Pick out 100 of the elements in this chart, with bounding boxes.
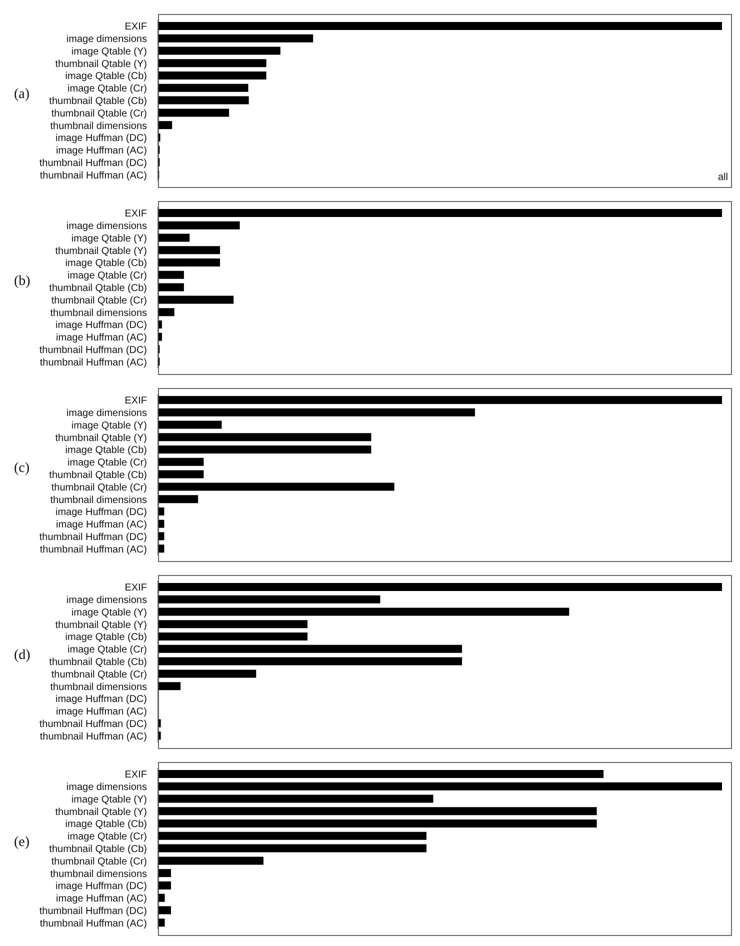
y-tick-label: thumbnail Qtable (Cb) — [49, 470, 147, 481]
bar — [158, 84, 248, 92]
bar — [158, 906, 171, 914]
bar — [158, 632, 308, 641]
bar — [158, 894, 165, 902]
bar — [158, 583, 722, 591]
bar — [158, 221, 240, 230]
y-tick-label: image Huffman (DC) — [55, 133, 147, 144]
bar — [158, 608, 570, 616]
bar — [158, 881, 171, 890]
y-tick-label: image Qtable (Y) — [71, 46, 147, 58]
bar — [158, 296, 234, 304]
text: (a) — [14, 87, 30, 102]
bar — [158, 495, 198, 504]
bar — [158, 644, 462, 653]
y-tick-label: image Huffman (DC) — [55, 881, 147, 892]
bar — [158, 308, 174, 316]
y-tick-label: thumbnail Qtable (Cr) — [51, 669, 147, 680]
y-tick-label: image Huffman (DC) — [55, 320, 147, 332]
y-tick-label: EXIF — [124, 770, 147, 781]
bar — [158, 258, 220, 267]
y-tick-label: image Huffman (AC) — [56, 520, 147, 531]
bar — [158, 856, 264, 865]
y-tick-label: thumbnail Qtable (Y) — [55, 620, 147, 631]
y-tick-label: thumbnail Huffman (AC) — [40, 731, 147, 742]
annotation: all — [718, 172, 728, 183]
y-tick-label: EXIF — [124, 396, 147, 407]
bar — [158, 408, 475, 416]
y-tick-label: thumbnail Huffman (DC) — [39, 158, 147, 169]
bar — [158, 396, 722, 404]
y-tick-label: thumbnail Huffman (AC) — [40, 918, 147, 930]
y-tick-label: image dimensions — [66, 408, 147, 420]
y-tick-label: thumbnail dimensions — [50, 868, 147, 880]
y-tick-label: image Qtable (Cb) — [65, 445, 147, 456]
y-tick-label: image Huffman (AC) — [56, 146, 147, 157]
y-tick-label: image Qtable (Cb) — [65, 258, 147, 270]
y-tick-label: image Qtable (Y) — [71, 607, 147, 618]
y-tick-label: thumbnail Huffman (AC) — [40, 170, 147, 182]
bar — [158, 72, 266, 80]
y-tick-label: image Qtable (Cb) — [65, 632, 147, 644]
y-tick-label: thumbnail Qtable (Cr) — [51, 482, 147, 494]
y-tick-label: image Qtable (Cb) — [65, 71, 147, 82]
y-tick-label: thumbnail Huffman (DC) — [39, 718, 147, 730]
y-tick-label: image Huffman (AC) — [56, 894, 147, 905]
y-tick-label: image Qtable (Cr) — [68, 832, 147, 843]
y-tick-label: thumbnail Qtable (Cb) — [49, 283, 147, 294]
bar — [158, 844, 426, 852]
bar — [158, 433, 372, 442]
y-tick-label: thumbnail Qtable (Cb) — [49, 657, 147, 668]
y-tick-label: thumbnail Huffman (AC) — [40, 357, 147, 368]
y-tick-label: thumbnail dimensions — [50, 494, 147, 506]
y-tick-label: image Huffman (AC) — [56, 332, 147, 344]
bar — [158, 470, 204, 478]
bar — [158, 270, 184, 279]
y-tick-label: thumbnail Huffman (AC) — [40, 544, 147, 556]
text: (e) — [14, 835, 30, 850]
bar — [158, 820, 597, 828]
y-tick-label: image Huffman (DC) — [55, 507, 147, 518]
bar — [158, 807, 597, 816]
y-tick-label: thumbnail Qtable (Y) — [55, 432, 147, 444]
y-tick-label: thumbnail Qtable (Y) — [55, 246, 147, 257]
y-tick-label: EXIF — [124, 208, 147, 220]
y-tick-label: EXIF — [124, 22, 147, 33]
y-tick-label: image Qtable (Cb) — [65, 819, 147, 830]
text: (c) — [14, 461, 30, 476]
y-tick-label: image Qtable (Cr) — [68, 84, 147, 95]
bar — [158, 96, 249, 104]
bar — [158, 420, 222, 429]
bar — [158, 108, 230, 117]
bar — [158, 682, 181, 690]
y-tick-label: EXIF — [124, 582, 147, 594]
bar — [158, 446, 372, 454]
bar — [158, 46, 280, 55]
y-tick-label: image Qtable (Y) — [71, 233, 147, 244]
bar — [158, 283, 184, 292]
bar — [158, 482, 394, 491]
bar — [158, 458, 204, 466]
y-tick-label: thumbnail dimensions — [50, 682, 147, 693]
bar — [158, 22, 722, 30]
y-tick-label: image Huffman (AC) — [56, 706, 147, 718]
text: (d) — [14, 648, 30, 663]
bar — [158, 918, 165, 927]
y-tick-label: image dimensions — [66, 34, 147, 46]
bar — [158, 657, 462, 666]
y-tick-label: thumbnail Qtable (Y) — [55, 806, 147, 818]
y-tick-label: image Qtable (Cr) — [68, 458, 147, 469]
y-tick-label: thumbnail Qtable (Cb) — [49, 96, 147, 107]
y-tick-label: image dimensions — [66, 221, 147, 232]
text: (b) — [14, 274, 30, 289]
bar — [158, 34, 314, 42]
y-tick-label: image Qtable (Cr) — [68, 644, 147, 656]
y-tick-label: thumbnail Qtable (Cr) — [51, 108, 147, 120]
y-tick-label: image Qtable (Y) — [71, 794, 147, 806]
y-tick-label: thumbnail Huffman (DC) — [39, 906, 147, 917]
bar — [158, 620, 308, 628]
y-tick-label: thumbnail dimensions — [50, 120, 147, 132]
bar — [158, 595, 380, 604]
bar — [158, 770, 604, 778]
bar — [158, 59, 266, 68]
y-tick-label: thumbnail dimensions — [50, 308, 147, 319]
